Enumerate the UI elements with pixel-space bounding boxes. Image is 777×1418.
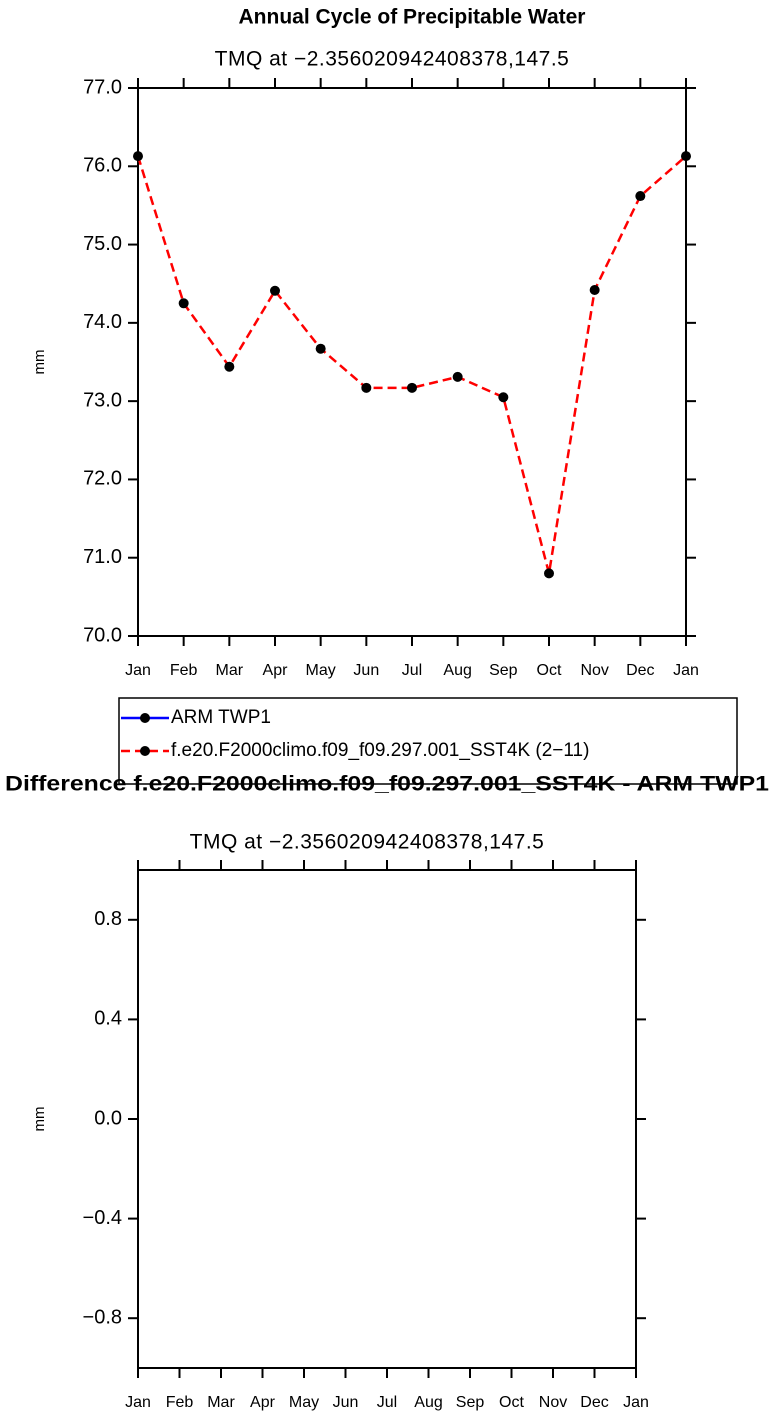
y-axis-label: mm [31, 1107, 48, 1132]
x-tick-label: Jan [623, 1394, 649, 1411]
data-point [224, 361, 235, 372]
x-tick-label: Sep [456, 1394, 485, 1411]
x-tick-label: Nov [539, 1394, 567, 1411]
x-tick-label: Jul [377, 1394, 397, 1411]
x-tick-label: Jan [125, 1394, 151, 1411]
x-tick-label: Nov [580, 662, 608, 679]
series-line [136, 155, 687, 574]
data-point [407, 382, 417, 393]
x-tick-label: Mar [207, 1394, 235, 1411]
x-tick-label: Aug [443, 662, 471, 679]
data-point [270, 285, 280, 296]
legend-label: f.e20.F2000climo.f09_f09.297.001_SST4K (… [171, 740, 589, 761]
data-point [544, 568, 554, 579]
data-point [133, 151, 143, 162]
y-tick-label: 71.0 [83, 546, 122, 568]
x-tick-label: Feb [170, 662, 198, 679]
x-tick-label: May [289, 1394, 319, 1411]
x-tick-label: Dec [626, 662, 654, 679]
y-tick-label: 0.8 [94, 908, 122, 930]
chart-title: Annual Cycle of Precipitable Water [239, 6, 586, 29]
x-tick-label: Oct [499, 1394, 524, 1411]
legend-box [118, 697, 738, 785]
data-point [361, 382, 372, 393]
data-point [452, 371, 463, 382]
x-tick-label: Dec [580, 1394, 608, 1411]
x-tick-label: Jan [673, 662, 699, 679]
y-tick-label: −0.8 [83, 1306, 122, 1328]
y-tick-label: 73.0 [83, 389, 122, 411]
chart-title: Difference f.e20.F2000climo.f09_f09.297.… [5, 773, 769, 796]
chart-subtitle: TMQ at −2.356020942408378,147.5 [215, 48, 570, 71]
y-tick-label: 70.0 [83, 624, 122, 646]
legend-label: ARM TWP1 [171, 707, 271, 728]
x-tick-label: Jun [333, 1394, 359, 1411]
x-tick-label: Jun [353, 662, 379, 679]
x-tick-label: Jul [402, 662, 422, 679]
y-tick-label: 72.0 [83, 468, 122, 490]
x-tick-label: Feb [166, 1394, 194, 1411]
x-tick-label: Mar [216, 662, 244, 679]
y-tick-label: 0.0 [94, 1107, 122, 1129]
data-point [681, 151, 691, 162]
y-tick-label: 75.0 [83, 233, 122, 255]
legend-marker [140, 713, 150, 723]
x-tick-label: Sep [489, 662, 518, 679]
y-tick-label: 74.0 [83, 311, 122, 333]
y-tick-label: −0.4 [83, 1207, 122, 1229]
chart-subtitle: TMQ at −2.356020942408378,147.5 [190, 831, 545, 854]
x-tick-label: Apr [250, 1394, 276, 1411]
y-tick-label: 76.0 [83, 155, 122, 177]
data-point [635, 191, 646, 202]
plot-frame [137, 869, 637, 1369]
x-tick-label: Aug [414, 1394, 442, 1411]
data-point [315, 343, 326, 354]
data-point [178, 298, 189, 309]
x-tick-label: May [306, 662, 336, 679]
y-tick-label: 0.4 [94, 1008, 122, 1030]
data-point [498, 392, 509, 403]
y-tick-label: 77.0 [83, 76, 122, 98]
x-tick-label: Oct [537, 662, 562, 679]
data-point [589, 284, 600, 295]
y-axis-label: mm [31, 350, 48, 375]
legend-marker [140, 746, 150, 756]
x-tick-label: Apr [263, 662, 289, 679]
plot-frame [137, 87, 687, 637]
x-tick-label: Jan [125, 662, 151, 679]
